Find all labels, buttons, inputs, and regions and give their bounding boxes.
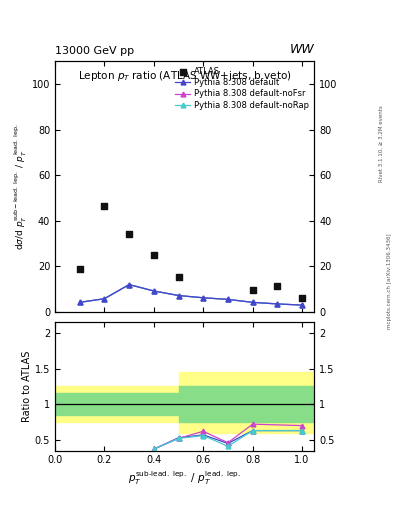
Pythia 8.308 default bbox=[102, 295, 107, 302]
Pythia 8.308 default-noFsr bbox=[275, 301, 280, 307]
Line: Pythia 8.308 default-noFsr: Pythia 8.308 default-noFsr bbox=[77, 282, 305, 308]
ATLAS bbox=[151, 251, 157, 259]
Pythia 8.308 default bbox=[226, 296, 230, 303]
Pythia 8.308 default-noFsr bbox=[127, 282, 132, 288]
Pythia 8.308 default-noFsr bbox=[201, 295, 206, 301]
Pythia 8.308 default-noRap bbox=[300, 302, 305, 308]
Text: Lepton $p_T$ ratio (ATLAS WW+jets, b veto): Lepton $p_T$ ratio (ATLAS WW+jets, b vet… bbox=[78, 69, 292, 83]
Line: Pythia 8.308 default: Pythia 8.308 default bbox=[77, 282, 305, 308]
Pythia 8.308 default-noFsr bbox=[102, 295, 107, 302]
ATLAS bbox=[175, 272, 182, 281]
Y-axis label: d$\sigma$/d $p_T^{\rm sub-lead.\ lep.}\ /\ p_T^{\rm lead.\ lep.}$: d$\sigma$/d $p_T^{\rm sub-lead.\ lep.}\ … bbox=[13, 123, 29, 250]
Pythia 8.308 default-noRap bbox=[250, 300, 255, 306]
ATLAS bbox=[126, 230, 132, 239]
Pythia 8.308 default bbox=[77, 300, 82, 306]
Text: mcplots.cern.ch [arXiv:1306.3436]: mcplots.cern.ch [arXiv:1306.3436] bbox=[387, 234, 391, 329]
Pythia 8.308 default-noRap bbox=[201, 295, 206, 301]
Legend: ATLAS, Pythia 8.308 default, Pythia 8.308 default-noFsr, Pythia 8.308 default-no: ATLAS, Pythia 8.308 default, Pythia 8.30… bbox=[174, 66, 310, 111]
ATLAS bbox=[77, 265, 83, 273]
ATLAS bbox=[101, 202, 108, 210]
Pythia 8.308 default bbox=[151, 288, 156, 294]
ATLAS bbox=[274, 282, 281, 290]
Pythia 8.308 default-noRap bbox=[151, 288, 156, 294]
Line: Pythia 8.308 default-noRap: Pythia 8.308 default-noRap bbox=[77, 282, 305, 308]
Pythia 8.308 default-noRap bbox=[77, 300, 82, 306]
Text: 13000 GeV pp: 13000 GeV pp bbox=[55, 46, 134, 56]
Pythia 8.308 default-noFsr bbox=[151, 288, 156, 294]
Pythia 8.308 default-noRap bbox=[127, 282, 132, 288]
Pythia 8.308 default-noFsr bbox=[176, 292, 181, 298]
ATLAS bbox=[250, 286, 256, 294]
Pythia 8.308 default-noRap bbox=[176, 292, 181, 298]
Pythia 8.308 default bbox=[201, 295, 206, 301]
ATLAS bbox=[299, 294, 305, 303]
Pythia 8.308 default-noFsr bbox=[250, 300, 255, 306]
Pythia 8.308 default-noRap bbox=[275, 301, 280, 307]
Pythia 8.308 default-noFsr bbox=[77, 300, 82, 306]
Y-axis label: Ratio to ATLAS: Ratio to ATLAS bbox=[22, 351, 32, 422]
Pythia 8.308 default-noFsr bbox=[226, 296, 230, 303]
Pythia 8.308 default bbox=[127, 282, 132, 288]
Text: Rivet 3.1.10, ≥ 3.2M events: Rivet 3.1.10, ≥ 3.2M events bbox=[379, 105, 384, 182]
X-axis label: $p_T^{\rm sub\text{-}lead.\ lep.}\ /\ p_T^{\rm lead.\ lep.}$: $p_T^{\rm sub\text{-}lead.\ lep.}\ /\ p_… bbox=[128, 470, 241, 487]
Pythia 8.308 default bbox=[300, 302, 305, 308]
Pythia 8.308 default bbox=[176, 292, 181, 298]
Pythia 8.308 default-noFsr bbox=[300, 302, 305, 308]
Text: WW: WW bbox=[290, 44, 314, 56]
Pythia 8.308 default-noRap bbox=[226, 296, 230, 303]
Pythia 8.308 default-noRap bbox=[102, 295, 107, 302]
Pythia 8.308 default bbox=[275, 301, 280, 307]
Pythia 8.308 default bbox=[250, 300, 255, 306]
